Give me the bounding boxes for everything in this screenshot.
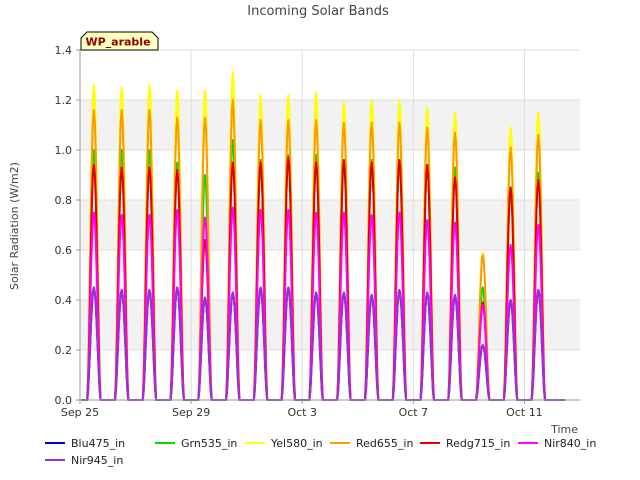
- plot-band: [80, 100, 580, 150]
- legend-item-nir840-in: Nir840_in: [518, 437, 596, 450]
- legend-label: Nir945_in: [71, 454, 123, 467]
- series-layer: [81, 71, 565, 401]
- annotation-label: WP_arable: [85, 36, 150, 49]
- x-tick-label: Oct 11: [506, 406, 543, 419]
- plot-band: [80, 350, 580, 400]
- legend-label: Redg715_in: [446, 437, 510, 450]
- x-tick-label: Sep 29: [172, 406, 210, 419]
- series-line-nir945-in: [81, 286, 565, 401]
- y-tick-label: 0.4: [55, 294, 73, 307]
- y-tick-labels: 0.0 0.2 0.4 0.6 0.8 1.0 1.2 1.4: [55, 44, 80, 407]
- chart-title: Incoming Solar Bands: [247, 4, 389, 19]
- legend-label: Blu475_in: [71, 437, 125, 450]
- y-tick-label: 0.8: [55, 194, 73, 207]
- annotation-box: WP_arable: [80, 31, 159, 51]
- plot-background: [80, 50, 580, 400]
- series-line-nir840-in: [81, 206, 565, 401]
- x-tick-label: Oct 7: [399, 406, 429, 419]
- legend-label: Grn535_in: [181, 437, 237, 450]
- legend-label: Nir840_in: [544, 437, 596, 450]
- legend-item-grn535-in: Grn535_in: [155, 437, 237, 450]
- plot-band: [80, 300, 580, 350]
- legend-item-redg715-in: Redg715_in: [420, 437, 510, 450]
- legend-label: Yel580_in: [270, 437, 323, 450]
- y-axis-label: Solar Radiation (W/m2): [8, 162, 21, 290]
- legend-label: Red655_in: [356, 437, 413, 450]
- legend-item-yel580-in: Yel580_in: [245, 437, 323, 450]
- plot-band: [80, 250, 580, 300]
- legend-item-nir945-in: Nir945_in: [45, 454, 123, 467]
- axes: [79, 50, 580, 401]
- legend-item-red655-in: Red655_in: [330, 437, 413, 450]
- y-tick-label: 0.0: [55, 394, 73, 407]
- x-tick-label: Oct 3: [287, 406, 317, 419]
- plot-band: [80, 50, 580, 100]
- plot-band: [80, 150, 580, 200]
- x-tick-labels: Sep 25 Sep 29 Oct 3 Oct 7 Oct 11: [61, 400, 543, 419]
- y-tick-label: 0.2: [55, 344, 73, 357]
- y-tick-label: 1.4: [55, 44, 73, 57]
- plot-band: [80, 200, 580, 250]
- y-tick-label: 0.6: [55, 244, 73, 257]
- y-tick-label: 1.0: [55, 144, 73, 157]
- x-tick-label: Sep 25: [61, 406, 99, 419]
- x-axis-label: Time: [550, 423, 578, 436]
- legend-item-blu475-in: Blu475_in: [45, 437, 125, 450]
- y-tick-label: 1.2: [55, 94, 73, 107]
- legend: Blu475_in Grn535_in Yel580_in Red655_in Redg…: [45, 437, 596, 467]
